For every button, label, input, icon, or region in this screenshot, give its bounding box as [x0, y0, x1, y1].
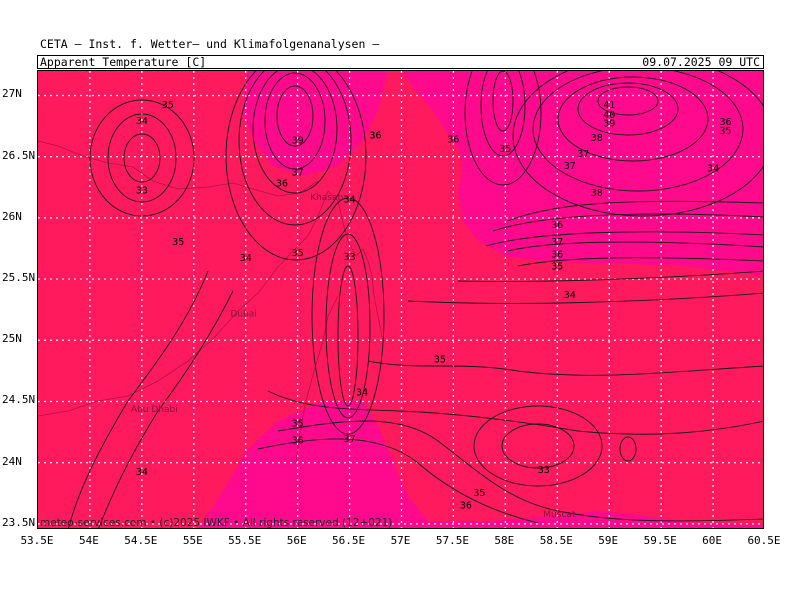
- contour-value-label: 35: [499, 144, 511, 155]
- contour-value-label: 37: [344, 434, 356, 445]
- latitude-label: 24N: [2, 454, 22, 468]
- contour-value-label: 36: [292, 435, 304, 446]
- warm-region-south: [199, 401, 763, 528]
- place-label: Khasab: [310, 193, 343, 203]
- contour-value-label: 37: [577, 149, 589, 160]
- contour-value-label: 34: [344, 194, 356, 205]
- contour-value-label: 38: [591, 133, 603, 144]
- latitude-label: 27N: [2, 87, 22, 101]
- isolines: [68, 71, 763, 528]
- place-label: Abu Dhabi: [131, 405, 178, 415]
- contour-value-label: 36: [551, 249, 563, 260]
- longitude-label: 56E: [286, 534, 307, 547]
- longitude-label: 57E: [390, 534, 411, 547]
- contour-value-label: 33: [344, 252, 356, 263]
- variable-name: Apparent_Temperature [C]: [40, 55, 207, 69]
- warm-region-northeast: [402, 71, 763, 276]
- map-panel[interactable]: 35 34 33 35 34 39 37 36 36 34 35 33 36 35 41 40 39 38 37 37…: [37, 70, 764, 529]
- latitude-label: 23.5N: [2, 515, 36, 529]
- copyright-notice: meteo-services.com • (c)2025 IWKF • All …: [40, 517, 393, 529]
- contour-value-label: 39: [292, 136, 304, 147]
- contour-value-label: 35: [434, 355, 446, 366]
- contour-value-label: 36: [370, 131, 382, 142]
- contour-value-label: 34: [707, 164, 719, 175]
- latitude-label: 25N: [2, 332, 22, 346]
- contour-value-label: 37: [551, 237, 563, 248]
- latitude-label: 24.5N: [2, 393, 36, 407]
- title-bar: [37, 55, 764, 69]
- longitude-label: 54E: [78, 534, 99, 547]
- map-title: CETA — Inst. f. Wetter— und Klimafolgena…: [40, 37, 380, 51]
- contour-value-label: 41: [603, 100, 615, 111]
- latitude-label: 25.5N: [2, 271, 36, 285]
- contour-value-label: 36: [460, 500, 472, 511]
- contour-value-label: 36: [551, 220, 563, 231]
- contour-value-label: 35: [551, 262, 563, 273]
- contour-value-label: 33: [136, 186, 148, 197]
- longitude-label: 55.5E: [228, 534, 262, 547]
- contour-value-label: 34: [136, 467, 148, 478]
- place-labels: Khasab Dubai Abu Dhabi Muscat: [131, 193, 576, 520]
- contour-value-label: 36: [447, 134, 459, 145]
- contour-value-label: 35: [292, 418, 304, 429]
- contour-value-label: 38: [591, 188, 603, 199]
- latitude-label: 26.5N: [2, 148, 36, 162]
- contour-value-label: 34: [240, 253, 252, 264]
- contour-value-label: 35: [172, 237, 184, 248]
- longitude-label: 57.5E: [435, 534, 469, 547]
- contour-value-label: 35: [720, 126, 732, 137]
- contour-value-label: 34: [136, 116, 148, 127]
- place-label: Dubai: [230, 309, 256, 319]
- contour-value-label: 37: [564, 161, 576, 172]
- longitude-label: 56.5E: [332, 534, 366, 547]
- graticule: [38, 71, 763, 528]
- contour-value-label: 40: [603, 110, 615, 121]
- contour-value-label: 35: [162, 100, 174, 111]
- contour-value-label: 35: [292, 248, 304, 259]
- contour-value-label: 34: [356, 388, 368, 399]
- longitude-label: 58.5E: [539, 534, 573, 547]
- contour-value-label: 34: [564, 290, 576, 301]
- longitude-label: 59E: [598, 534, 619, 547]
- longitude-label: 58E: [494, 534, 515, 547]
- place-label: Muscat: [543, 510, 576, 520]
- longitude-label: 53.5E: [20, 534, 54, 547]
- contour-value-label: 35: [473, 488, 485, 499]
- longitude-label: 59.5E: [643, 534, 677, 547]
- latitude-label: 26N: [2, 209, 22, 223]
- longitude-label: 55E: [182, 534, 203, 547]
- longitude-label: 60.5E: [747, 534, 781, 547]
- longitude-label: 54.5E: [124, 534, 158, 547]
- contour-value-label: 37: [292, 167, 304, 178]
- valid-time: 09.07.2025 09 UTC: [642, 55, 760, 69]
- contour-value-label: 39: [603, 118, 615, 129]
- warm-region-north-center: [243, 71, 388, 176]
- contour-value-label: 36: [276, 178, 288, 189]
- contour-value-label: 33: [538, 465, 550, 476]
- longitude-label: 60E: [702, 534, 722, 547]
- contour-value-label: 36: [720, 117, 732, 128]
